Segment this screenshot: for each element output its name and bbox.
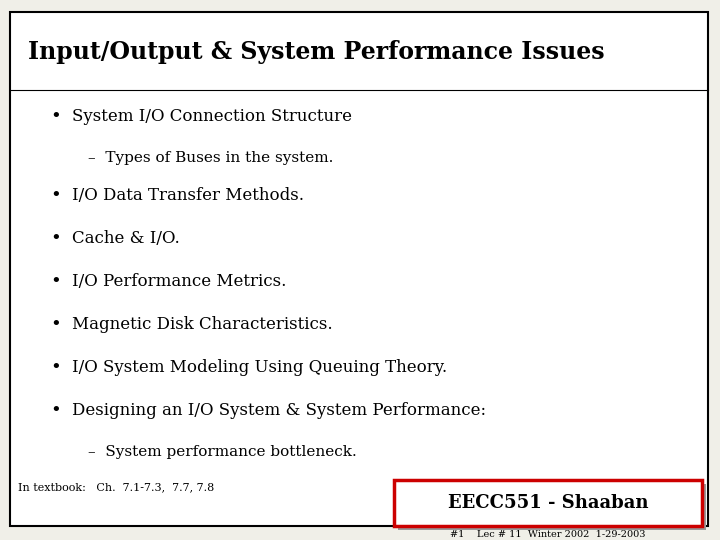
Text: EECC551 - Shaaban: EECC551 - Shaaban: [448, 494, 648, 512]
Text: System I/O Connection Structure: System I/O Connection Structure: [72, 108, 352, 125]
Text: –  Types of Buses in the system.: – Types of Buses in the system.: [88, 151, 333, 165]
Text: I/O Data Transfer Methods.: I/O Data Transfer Methods.: [72, 187, 304, 204]
Text: Input/Output & System Performance Issues: Input/Output & System Performance Issues: [28, 40, 605, 64]
FancyBboxPatch shape: [394, 480, 702, 526]
Text: In textbook:   Ch.  7.1-7.3,  7.7, 7.8: In textbook: Ch. 7.1-7.3, 7.7, 7.8: [18, 482, 215, 492]
Text: •: •: [50, 402, 60, 420]
Text: –  System performance bottleneck.: – System performance bottleneck.: [88, 445, 356, 459]
Text: •: •: [50, 316, 60, 334]
Text: •: •: [50, 230, 60, 248]
Text: •: •: [50, 273, 60, 291]
FancyBboxPatch shape: [398, 484, 706, 530]
Text: #1    Lec # 11  Winter 2002  1-29-2003: #1 Lec # 11 Winter 2002 1-29-2003: [450, 530, 646, 539]
Text: I/O Performance Metrics.: I/O Performance Metrics.: [72, 273, 287, 290]
Text: •: •: [50, 359, 60, 377]
Text: I/O System Modeling Using Queuing Theory.: I/O System Modeling Using Queuing Theory…: [72, 359, 447, 376]
Text: •: •: [50, 187, 60, 205]
Text: Designing an I/O System & System Performance:: Designing an I/O System & System Perform…: [72, 402, 486, 419]
FancyBboxPatch shape: [10, 12, 708, 526]
Text: Magnetic Disk Characteristics.: Magnetic Disk Characteristics.: [72, 316, 333, 333]
Text: Cache & I/O.: Cache & I/O.: [72, 230, 180, 247]
Text: •: •: [50, 108, 60, 126]
